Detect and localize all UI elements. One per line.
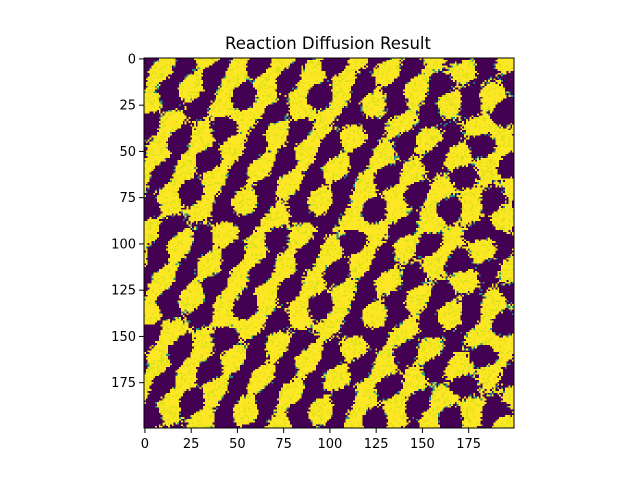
x-tick-label: 175 [456, 437, 481, 452]
x-tick-label: 50 [229, 437, 246, 452]
chart-title: Reaction Diffusion Result [225, 34, 432, 53]
x-axis: 0 25 50 75 100 125 150 175 [141, 428, 481, 452]
x-tick-label: 25 [183, 437, 200, 452]
x-tick-label: 0 [141, 437, 149, 452]
y-axis: 0 25 50 75 100 125 150 175 [111, 52, 144, 391]
y-tick-label: 100 [111, 237, 136, 252]
x-tick-label: 125 [364, 437, 389, 452]
y-tick-label: 0 [128, 52, 136, 67]
heatmap-image [144, 58, 514, 428]
y-tick-label: 75 [119, 191, 136, 206]
x-tick-label: 150 [410, 437, 435, 452]
y-tick-label: 25 [119, 99, 136, 114]
x-tick-label: 75 [275, 437, 292, 452]
y-tick-label: 50 [119, 145, 136, 160]
y-tick-label: 125 [111, 284, 136, 299]
y-tick-label: 150 [111, 330, 136, 345]
axes-frame [143, 57, 515, 429]
x-tick-label: 100 [318, 437, 343, 452]
y-tick-label: 175 [111, 376, 136, 391]
